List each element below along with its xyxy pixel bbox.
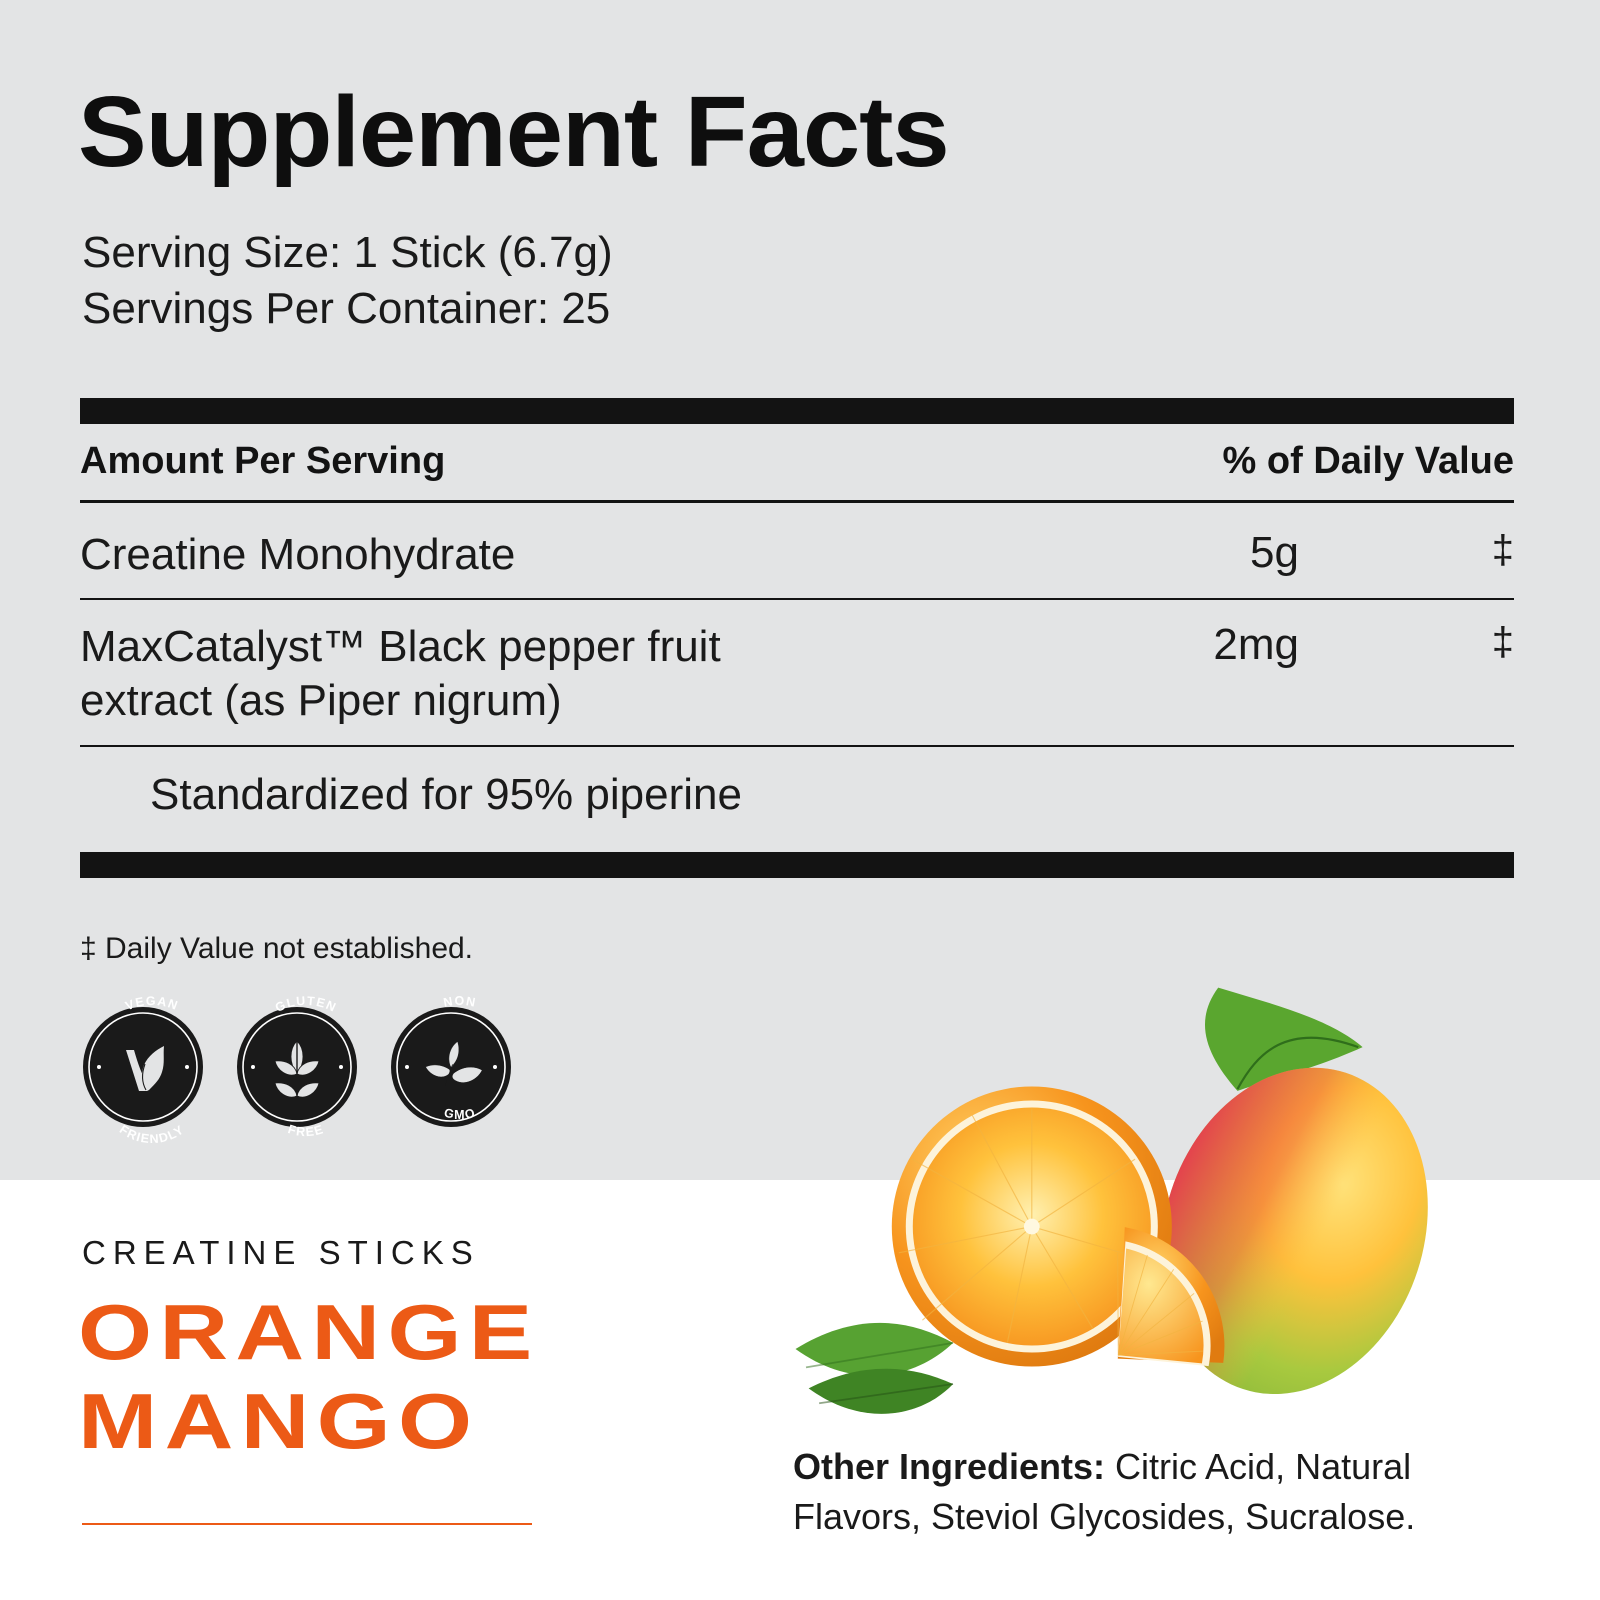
svg-text:NON: NON	[442, 994, 477, 1010]
svg-text:GMO: GMO	[443, 1106, 478, 1122]
